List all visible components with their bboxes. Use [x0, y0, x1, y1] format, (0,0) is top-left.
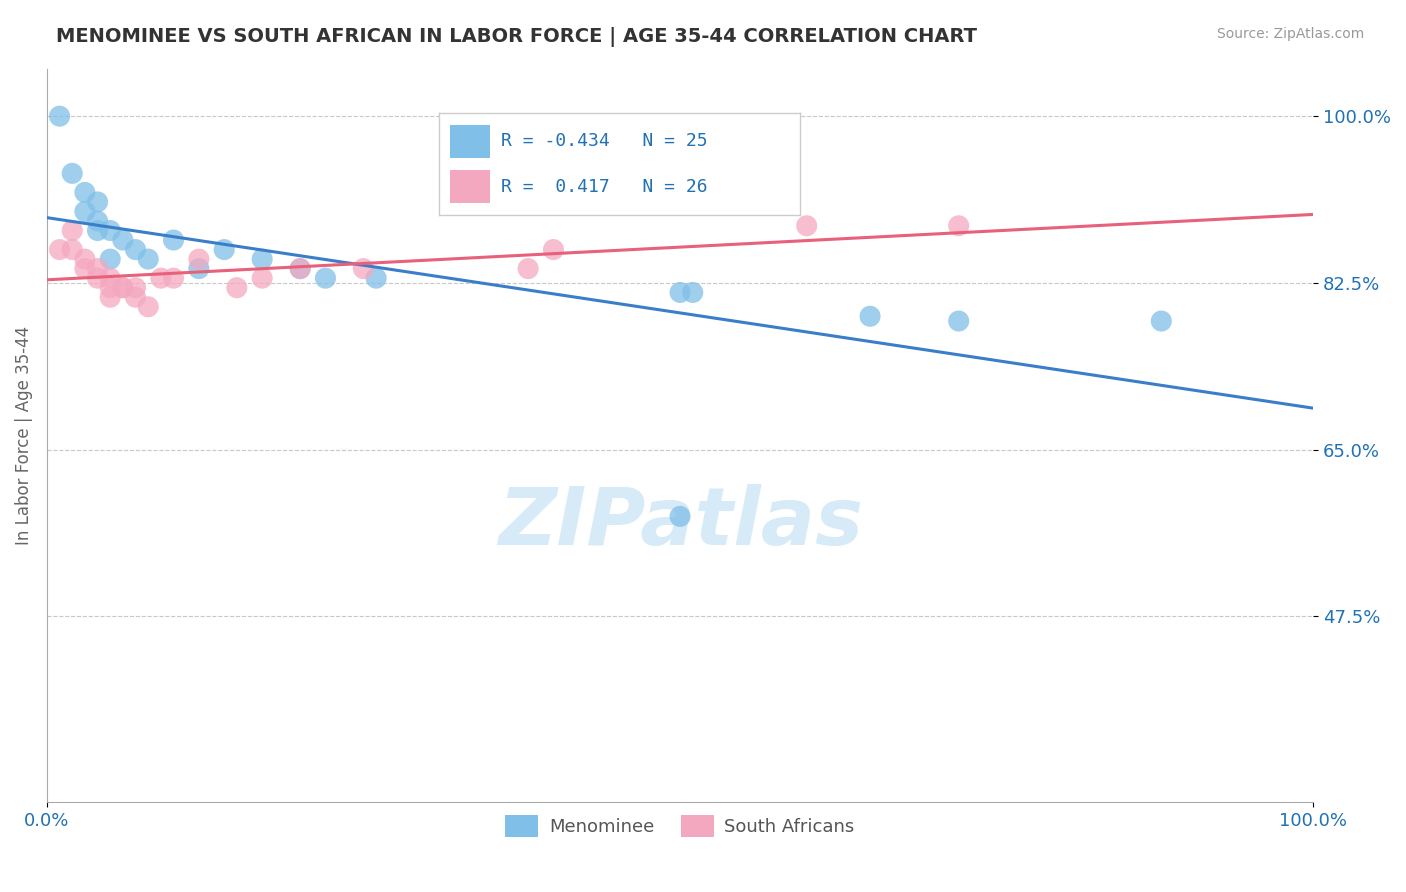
Point — [60, 243, 83, 257]
Point — [517, 261, 540, 276]
Point — [86, 271, 108, 285]
Point — [86, 261, 108, 276]
Point — [162, 271, 184, 285]
Point — [98, 271, 121, 285]
Point — [98, 290, 121, 304]
Point — [98, 223, 121, 237]
Point — [124, 243, 146, 257]
Point — [1150, 314, 1173, 328]
Point — [288, 261, 311, 276]
Point — [98, 281, 121, 295]
Point — [225, 281, 247, 295]
Point — [187, 261, 209, 276]
Point — [669, 509, 692, 524]
Point — [149, 271, 172, 285]
Point — [948, 219, 970, 233]
Point — [682, 285, 704, 300]
Point — [250, 271, 273, 285]
Point — [98, 252, 121, 266]
Point — [366, 271, 388, 285]
Point — [543, 243, 565, 257]
Point — [162, 233, 184, 247]
Text: MENOMINEE VS SOUTH AFRICAN IN LABOR FORCE | AGE 35-44 CORRELATION CHART: MENOMINEE VS SOUTH AFRICAN IN LABOR FORC… — [56, 27, 977, 46]
Point — [48, 109, 70, 123]
Point — [669, 285, 692, 300]
Point — [86, 214, 108, 228]
Point — [187, 252, 209, 266]
Point — [73, 186, 96, 200]
Point — [60, 223, 83, 237]
Point — [288, 261, 311, 276]
Point — [73, 204, 96, 219]
Point — [948, 314, 970, 328]
Point — [212, 243, 235, 257]
Legend: Menominee, South Africans: Menominee, South Africans — [498, 808, 862, 845]
Point — [73, 252, 96, 266]
Point — [111, 281, 134, 295]
Point — [250, 252, 273, 266]
Point — [796, 219, 818, 233]
Text: Source: ZipAtlas.com: Source: ZipAtlas.com — [1216, 27, 1364, 41]
Point — [353, 261, 375, 276]
Point — [859, 310, 882, 324]
Point — [111, 281, 134, 295]
Point — [124, 290, 146, 304]
Text: ZIPatlas: ZIPatlas — [498, 484, 863, 563]
Point — [136, 252, 159, 266]
Point — [48, 243, 70, 257]
Y-axis label: In Labor Force | Age 35-44: In Labor Force | Age 35-44 — [15, 326, 32, 545]
Point — [60, 166, 83, 180]
Point — [315, 271, 337, 285]
Point — [111, 233, 134, 247]
Point — [124, 281, 146, 295]
Point — [86, 223, 108, 237]
Point — [136, 300, 159, 314]
Point — [73, 261, 96, 276]
Point — [86, 194, 108, 209]
